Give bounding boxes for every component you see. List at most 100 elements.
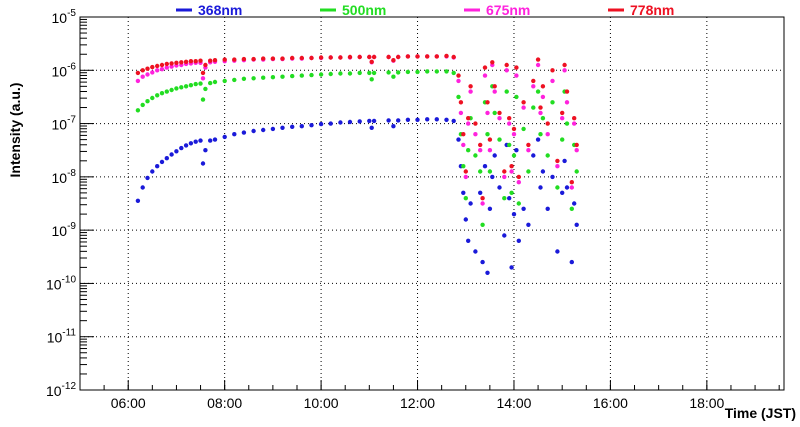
data-point [473,132,478,137]
data-point [550,174,555,180]
data-point [200,97,206,102]
grid [80,17,784,390]
data-point [208,80,213,86]
data-point [169,64,174,69]
data-point [458,110,464,116]
data-point [386,70,391,75]
data-point [569,206,574,211]
data-point [514,94,519,100]
data-point [135,198,141,203]
data-point [511,132,517,137]
data-point [521,206,526,211]
data-point [371,70,377,76]
data-point [357,119,362,124]
data-point [516,201,521,206]
data-point [405,117,411,123]
data-point [405,54,411,59]
data-point [159,159,165,165]
data-point [193,59,198,64]
data-point [572,116,577,121]
data-point [569,180,574,185]
data-point [396,70,401,75]
data-point [367,118,372,124]
data-point [482,65,488,70]
data-point [425,117,430,122]
data-point [521,126,526,132]
x-tick-label: 18:00 [689,395,724,411]
data-point [458,100,464,105]
data-point [463,196,468,201]
data-point [482,164,488,169]
data-point [169,87,174,93]
data-point [222,57,227,62]
data-point [179,60,184,65]
data-point [145,72,150,77]
data-point [485,132,490,137]
data-points [135,53,579,275]
data-point [478,142,483,148]
data-point [270,56,276,61]
data-point [572,121,577,126]
data-point [456,78,461,84]
data-point [188,141,194,146]
data-point [504,89,509,94]
data-point [309,55,314,61]
data-point [574,222,579,227]
data-point [487,206,493,211]
data-point [391,58,396,63]
data-point [562,158,567,164]
data-point [222,78,227,84]
data-point [480,222,485,227]
data-point [509,164,514,169]
data-point [444,53,449,59]
data-point [526,169,531,174]
data-point [485,110,490,116]
data-point [502,174,507,180]
x-axis-title: Time (JST) [725,405,796,421]
data-point [290,73,295,79]
data-point [451,118,456,124]
data-point [183,84,189,89]
data-point [569,259,574,265]
y-tick-label: 10-6 [52,61,77,79]
data-point [159,91,165,96]
data-point [369,77,374,82]
data-point [562,62,567,68]
data-point [564,100,570,105]
data-point [545,206,550,211]
data-point [140,68,145,73]
data-point [560,190,565,195]
data-point [434,54,439,59]
data-point [261,127,266,133]
data-point [473,249,478,254]
data-point [526,142,531,148]
data-point [468,84,473,89]
data-point [555,164,560,169]
data-point [540,169,546,174]
data-point [391,124,396,129]
data-point [174,60,179,65]
data-point [371,118,377,124]
series-368nm [135,117,579,275]
data-point [535,89,541,94]
data-point [371,54,377,60]
data-point [540,94,546,100]
data-point [540,84,546,89]
data-point [574,169,579,174]
series-778nm [135,53,579,201]
data-point [531,153,536,158]
data-point [369,59,374,64]
data-point [538,110,543,116]
data-point [135,70,141,76]
data-point [509,190,514,195]
data-point [550,68,555,73]
data-point [179,85,184,90]
data-point [492,89,497,94]
data-point [299,124,304,129]
data-point [164,61,169,67]
data-point [318,55,324,60]
data-point [164,65,169,70]
data-point [535,137,541,142]
data-point [212,79,218,85]
data-point [318,121,324,127]
